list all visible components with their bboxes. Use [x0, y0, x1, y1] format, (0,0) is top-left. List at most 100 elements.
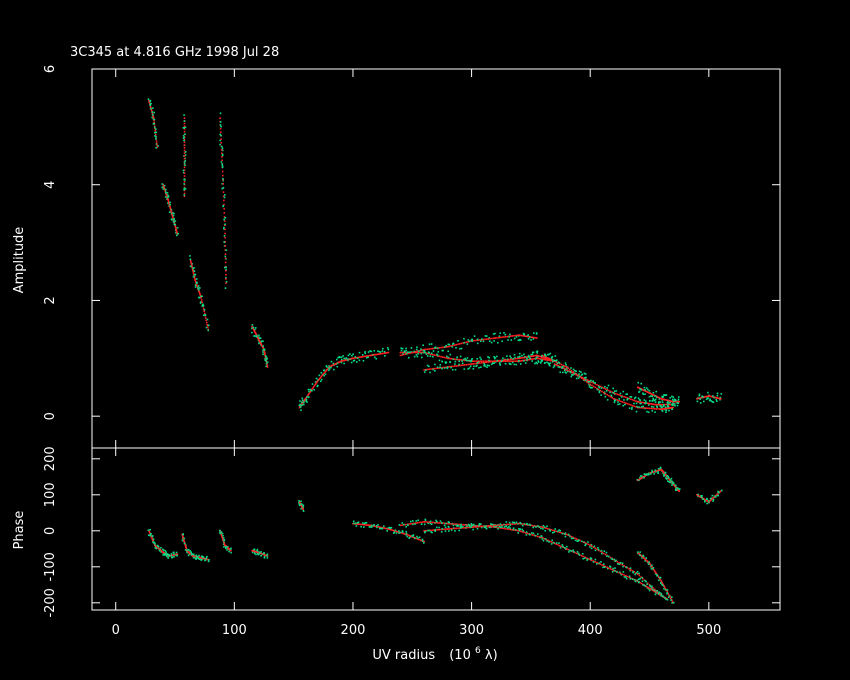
model-point: [708, 395, 711, 397]
observed-point: [511, 361, 514, 364]
observed-point: [629, 396, 632, 398]
model-point: [436, 522, 439, 524]
observed-point: [490, 341, 493, 344]
observed-point: [373, 349, 376, 352]
model-point: [601, 551, 603, 554]
observed-point: [663, 475, 665, 477]
observed-point: [174, 220, 177, 222]
model-point: [255, 333, 258, 336]
model-point: [475, 524, 478, 527]
observed-point: [425, 353, 428, 355]
observed-point: [573, 369, 576, 372]
observed-point: [481, 338, 483, 340]
model-point: [171, 214, 174, 217]
model-point: [540, 536, 542, 539]
observed-point: [318, 374, 321, 377]
observed-point: [552, 366, 555, 369]
observed-point: [570, 537, 573, 540]
observed-point: [575, 370, 577, 372]
observed-point: [467, 339, 470, 341]
model-point: [655, 572, 658, 575]
model-point: [197, 288, 199, 290]
observed-point: [449, 353, 452, 356]
model-point: [599, 563, 602, 566]
model-point: [219, 127, 222, 130]
observed-point: [222, 534, 224, 537]
observed-point: [641, 580, 644, 583]
observed-point: [537, 360, 540, 362]
observed-point: [427, 522, 430, 525]
observed-point: [386, 347, 389, 349]
model-point: [224, 232, 226, 235]
observed-point: [219, 143, 221, 146]
model-point: [586, 379, 589, 382]
model-point: [150, 109, 153, 112]
model-point: [206, 324, 209, 326]
observed-point: [648, 389, 651, 392]
observed-point: [317, 378, 319, 381]
observed-point: [164, 188, 167, 191]
observed-point: [675, 399, 677, 402]
observed-point: [644, 560, 647, 562]
observed-point: [667, 405, 669, 408]
observed-point: [646, 561, 649, 564]
model-point: [184, 545, 187, 547]
observed-point: [301, 404, 303, 406]
observed-point: [522, 332, 525, 335]
model-point: [480, 360, 483, 363]
model-point: [671, 600, 674, 603]
model-point: [586, 542, 588, 545]
observed-point: [166, 198, 168, 200]
model-point: [435, 521, 437, 524]
model-point: [523, 356, 525, 359]
observed-point: [195, 554, 198, 557]
observed-point: [476, 362, 479, 364]
model-point: [649, 472, 652, 474]
observed-point: [546, 353, 549, 356]
observed-point: [551, 539, 553, 542]
observed-point: [635, 572, 638, 574]
observed-point: [549, 530, 552, 532]
observed-point: [428, 529, 430, 532]
observed-point: [512, 357, 515, 360]
observed-point: [261, 553, 264, 556]
observed-point: [490, 523, 492, 525]
model-point: [496, 524, 498, 527]
model-point: [416, 522, 419, 524]
model-point: [448, 345, 451, 348]
model-point: [450, 357, 453, 360]
observed-point: [501, 359, 503, 362]
observed-point: [197, 285, 200, 287]
observed-point: [480, 523, 482, 525]
observed-point: [412, 523, 414, 526]
model-point: [719, 398, 722, 400]
observed-point: [306, 401, 308, 403]
observed-point: [577, 377, 580, 379]
model-point: [414, 522, 417, 524]
observed-point: [166, 555, 168, 558]
observed-point: [254, 328, 256, 331]
observed-point: [499, 363, 501, 365]
model-point: [529, 358, 532, 361]
x-axis-ticks: 0 100 200 300 400 500: [112, 69, 721, 638]
model-point: [382, 352, 385, 355]
model-point: [387, 528, 390, 530]
observed-point: [644, 585, 647, 588]
observed-point: [517, 356, 519, 358]
model-point: [696, 494, 698, 496]
observed-point: [708, 499, 710, 502]
model-point: [501, 524, 503, 526]
observed-point: [151, 535, 154, 537]
observed-point: [635, 410, 638, 413]
model-point: [547, 527, 549, 530]
observed-point: [639, 476, 641, 479]
observed-point: [630, 408, 633, 410]
observed-point: [153, 123, 155, 125]
model-point: [523, 335, 525, 337]
model-point: [401, 524, 403, 526]
model-point: [513, 523, 515, 525]
observed-point: [605, 551, 608, 554]
observed-point: [488, 340, 491, 342]
observed-point: [698, 394, 701, 397]
model-point: [221, 159, 223, 162]
